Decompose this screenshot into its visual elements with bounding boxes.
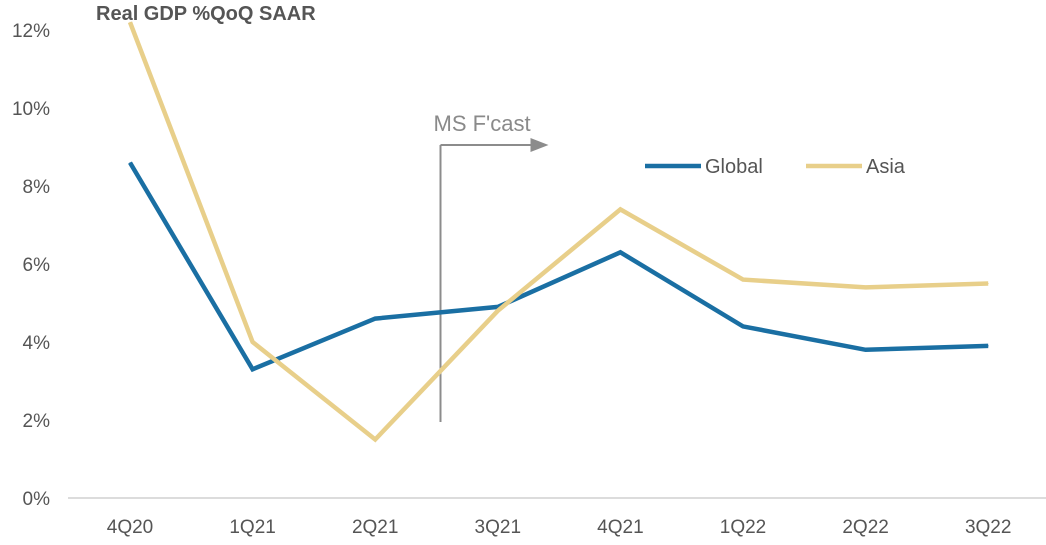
series-line-global <box>128 161 989 373</box>
data-point-asia <box>742 279 744 281</box>
data-point-asia <box>987 283 989 284</box>
legend: Global Asia <box>645 156 906 178</box>
y-tick-label: 10% <box>12 99 50 120</box>
data-point-global <box>374 318 376 320</box>
forecast-arrow-head <box>530 138 549 152</box>
data-point-asia <box>865 286 867 288</box>
data-point-global <box>865 349 867 351</box>
data-point-global <box>497 306 499 308</box>
legend-label-global: Global <box>705 156 763 178</box>
x-tick-label: 1Q22 <box>720 517 766 538</box>
y-tick-label: 12% <box>12 21 50 42</box>
data-point-asia <box>619 208 621 210</box>
y-tick-label: 6% <box>23 255 51 276</box>
x-tick-label: 3Q21 <box>475 517 521 538</box>
legend-label-asia: Asia <box>866 156 906 178</box>
y-tick-label: 8% <box>23 177 51 198</box>
data-point-global <box>252 368 254 370</box>
data-point-global <box>987 345 989 347</box>
chart-title: Real GDP %QoQ SAAR <box>96 3 316 25</box>
y-tick-label: 2% <box>23 411 51 432</box>
data-point-asia <box>374 439 376 440</box>
x-tick-label: 4Q20 <box>107 517 153 538</box>
series-lines <box>127 21 989 443</box>
y-tick-label: 4% <box>23 333 51 354</box>
axes: 0% 2% 4% 6% 8% 10% 12% 4Q20 1Q21 2Q21 3Q21 4Q21 1Q22… <box>12 21 1046 538</box>
x-tick-label: 4Q21 <box>597 517 643 538</box>
data-point-asia <box>129 21 131 23</box>
forecast-annotation: MS F'cast <box>434 111 549 422</box>
x-tick-label: 2Q22 <box>842 517 888 538</box>
series-line-asia <box>127 21 989 443</box>
x-tick-label: 3Q22 <box>965 517 1011 538</box>
x-tick-label: 1Q21 <box>229 517 275 538</box>
forecast-label: MS F'cast <box>434 111 531 136</box>
data-point-global <box>129 162 131 164</box>
data-point-global <box>619 251 621 253</box>
data-point-global <box>742 325 744 327</box>
y-tick-label: 0% <box>23 489 51 510</box>
data-point-asia <box>497 310 499 312</box>
x-tick-label: 2Q21 <box>352 517 398 538</box>
data-point-asia <box>252 341 254 343</box>
